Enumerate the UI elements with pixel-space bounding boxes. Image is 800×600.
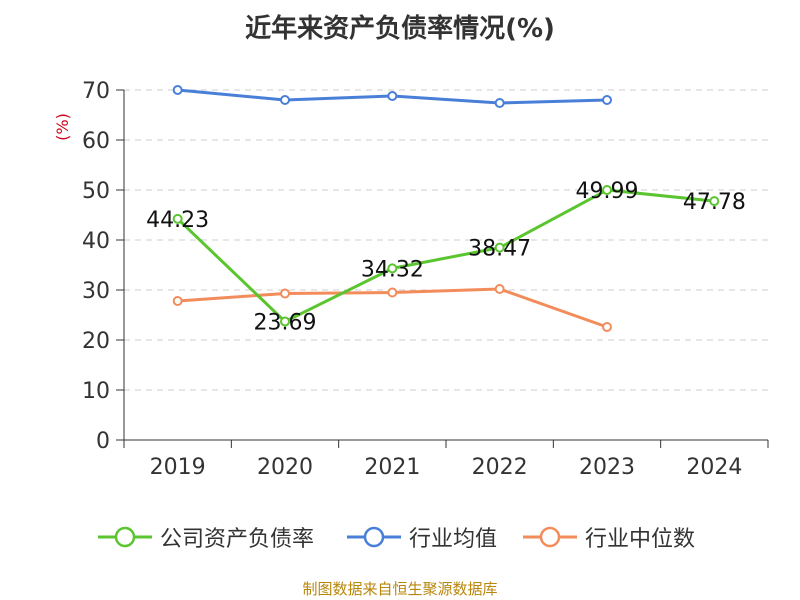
data-point <box>494 242 505 253</box>
y-tick-label: 20 <box>82 329 110 354</box>
y-tick-label: 10 <box>82 379 110 404</box>
y-tick-label: 50 <box>82 179 110 204</box>
x-tick-label: 2023 <box>579 455 635 480</box>
y-tick-label: 60 <box>82 129 110 154</box>
data-label: 47.78 <box>683 190 746 215</box>
x-tick-label: 2024 <box>686 455 742 480</box>
legend-label-industry-mean: 行业均值 <box>409 527 498 552</box>
y-tick-label: 70 <box>82 79 110 104</box>
data-point <box>494 284 505 294</box>
data-point <box>280 95 290 105</box>
data-label: 44.23 <box>146 208 209 233</box>
series-line <box>176 188 715 324</box>
legend-item-industry-median[interactable]: 行业中位数 <box>523 520 695 554</box>
legend-marker-orange <box>523 526 577 548</box>
source-note: 制图数据来自恒生聚源数据库 <box>302 580 498 598</box>
data-point <box>172 213 183 224</box>
legend-label-company: 公司资产负债率 <box>160 527 315 552</box>
data-point <box>709 196 720 207</box>
x-tick-label: 2020 <box>257 455 313 480</box>
x-tick-label: 2021 <box>364 455 420 480</box>
data-point <box>387 287 398 298</box>
data-point <box>602 95 612 105</box>
data-label-layer: 44.23 23.69 34.32 38.47 49.99 47.78 <box>146 179 746 335</box>
legend-label-industry-median: 行业中位数 <box>585 527 696 552</box>
legend-marker-green <box>98 526 152 548</box>
data-point <box>387 91 398 101</box>
data-point <box>387 263 398 274</box>
legend-item-industry-mean[interactable]: 行业均值 <box>347 520 497 554</box>
data-label: 38.47 <box>468 237 531 262</box>
y-tick-label: 0 <box>96 429 110 454</box>
x-tick-label: 2019 <box>150 455 206 480</box>
data-point <box>280 288 290 299</box>
data-point <box>172 85 183 95</box>
grid-layer <box>124 89 768 391</box>
data-label: 34.32 <box>361 257 424 282</box>
chart-title: 近年来资产负债率情况(%) <box>245 14 555 44</box>
series-layer <box>172 85 720 332</box>
legend-item-company[interactable]: 公司资产负债率 <box>98 520 314 554</box>
legend: 公司资产负债率 行业均值 行业中位数 <box>0 520 800 554</box>
data-point <box>172 296 183 306</box>
data-point <box>602 322 612 332</box>
y-tick-label: 40 <box>82 229 110 254</box>
y-axis-label: (%) <box>53 113 72 141</box>
data-point <box>494 98 505 108</box>
x-tick-label: 2022 <box>472 455 528 480</box>
data-point <box>280 316 290 327</box>
data-label: 49.99 <box>576 179 639 204</box>
axis-layer: 0 10 20 30 40 50 60 70 2019 2020 2021 2022 2023 2024 <box>82 79 769 480</box>
legend-marker-blue <box>347 526 401 548</box>
data-label: 23.69 <box>254 311 317 336</box>
y-tick-label: 30 <box>82 279 110 304</box>
data-point <box>602 185 612 196</box>
